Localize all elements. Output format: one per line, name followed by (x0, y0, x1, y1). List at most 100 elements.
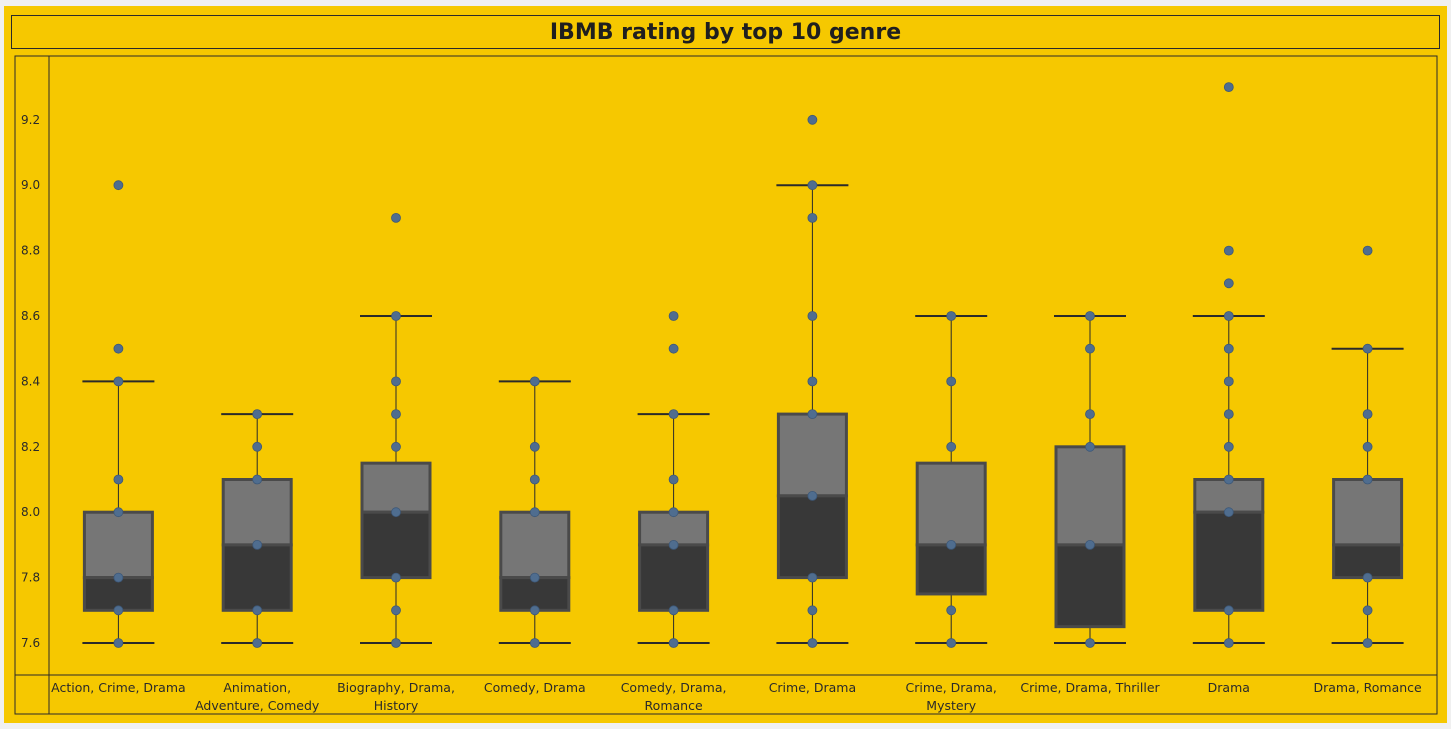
data-point[interactable] (1085, 638, 1095, 648)
data-point[interactable] (807, 114, 818, 125)
data-point[interactable] (113, 507, 124, 518)
data-point[interactable] (252, 638, 263, 648)
box-upper-quartile[interactable] (221, 478, 293, 547)
data-point[interactable] (807, 409, 818, 420)
data-point[interactable] (1362, 605, 1373, 616)
data-point[interactable] (529, 605, 540, 616)
data-point[interactable] (1223, 343, 1234, 354)
data-point[interactable] (391, 507, 401, 518)
data-point[interactable] (113, 605, 124, 616)
data-point[interactable] (391, 409, 401, 420)
data-point[interactable] (252, 441, 263, 452)
data-point[interactable] (252, 474, 263, 485)
data-point[interactable] (391, 212, 401, 223)
data-point[interactable] (946, 638, 957, 648)
box-lower-quartile[interactable] (221, 543, 293, 612)
box-lower-quartile[interactable] (1193, 510, 1265, 612)
data-point[interactable] (668, 540, 679, 550)
data-point[interactable] (1223, 245, 1234, 256)
data-point[interactable] (807, 376, 818, 387)
box-lower-quartile[interactable] (776, 494, 848, 580)
data-point[interactable] (1362, 441, 1373, 452)
data-point[interactable] (807, 180, 818, 191)
box-upper-quartile[interactable] (1054, 445, 1126, 547)
data-point[interactable] (391, 441, 401, 452)
data-point[interactable] (668, 474, 679, 485)
data-point[interactable] (668, 311, 679, 321)
box-upper-quartile[interactable] (499, 510, 571, 580)
data-point[interactable] (113, 572, 124, 583)
data-point[interactable] (113, 180, 124, 191)
data-point[interactable] (1223, 474, 1234, 485)
box-upper-quartile[interactable] (1332, 478, 1404, 547)
data-point[interactable] (807, 638, 818, 648)
box-upper-quartile[interactable] (360, 461, 432, 514)
data-point[interactable] (113, 376, 124, 387)
data-point[interactable] (391, 638, 401, 648)
data-point[interactable] (529, 441, 540, 452)
data-point[interactable] (946, 441, 957, 452)
data-point[interactable] (668, 343, 679, 354)
box-lower-quartile[interactable] (915, 543, 987, 596)
data-point[interactable] (529, 376, 540, 387)
box-lower-quartile[interactable] (1054, 543, 1126, 629)
data-point[interactable] (668, 638, 679, 648)
data-point[interactable] (1223, 409, 1234, 420)
data-point[interactable] (1362, 572, 1373, 583)
data-point[interactable] (1223, 605, 1234, 616)
box-upper-quartile[interactable] (915, 461, 987, 547)
box-lower-quartile[interactable] (499, 576, 571, 612)
data-point[interactable] (113, 474, 124, 485)
data-point[interactable] (1362, 474, 1373, 485)
box-lower-quartile[interactable] (638, 543, 710, 612)
data-point[interactable] (113, 638, 124, 648)
data-point[interactable] (807, 212, 818, 223)
data-point[interactable] (1085, 441, 1095, 452)
box-upper-quartile[interactable] (1193, 478, 1265, 514)
data-point[interactable] (668, 605, 679, 616)
box-lower-quartile[interactable] (1332, 543, 1404, 580)
data-point[interactable] (391, 311, 401, 321)
data-point[interactable] (1085, 409, 1095, 420)
data-point[interactable] (1362, 409, 1373, 420)
data-point[interactable] (1223, 376, 1234, 387)
data-point[interactable] (807, 311, 818, 321)
data-point[interactable] (1362, 245, 1373, 256)
data-point[interactable] (807, 490, 818, 501)
data-point[interactable] (391, 605, 401, 616)
data-point[interactable] (529, 572, 540, 583)
data-point[interactable] (946, 311, 957, 321)
data-point[interactable] (1223, 82, 1234, 92)
data-point[interactable] (1223, 311, 1234, 321)
data-point[interactable] (252, 605, 263, 616)
data-point[interactable] (1223, 638, 1234, 648)
box-lower-quartile[interactable] (82, 576, 154, 612)
box-upper-quartile[interactable] (638, 510, 710, 547)
data-point[interactable] (946, 376, 957, 387)
data-point[interactable] (252, 409, 263, 420)
data-point[interactable] (946, 540, 957, 550)
data-point[interactable] (668, 507, 679, 518)
data-point[interactable] (529, 638, 540, 648)
data-point[interactable] (946, 605, 957, 616)
data-point[interactable] (1085, 540, 1095, 550)
box-lower-quartile[interactable] (360, 510, 432, 580)
data-point[interactable] (391, 376, 401, 387)
data-point[interactable] (1085, 311, 1095, 321)
data-point[interactable] (1223, 278, 1234, 289)
data-point[interactable] (391, 572, 401, 583)
data-point[interactable] (807, 572, 818, 583)
box-upper-quartile[interactable] (776, 412, 848, 498)
box-upper-quartile[interactable] (82, 510, 154, 580)
data-point[interactable] (807, 605, 818, 616)
data-point[interactable] (1085, 343, 1095, 354)
data-point[interactable] (529, 507, 540, 518)
data-point[interactable] (113, 343, 124, 354)
data-point[interactable] (529, 474, 540, 485)
data-point[interactable] (252, 540, 263, 550)
data-point[interactable] (1362, 343, 1373, 354)
data-point[interactable] (1223, 441, 1234, 452)
data-point[interactable] (1223, 507, 1234, 518)
data-point[interactable] (668, 409, 679, 420)
data-point[interactable] (1362, 638, 1373, 648)
